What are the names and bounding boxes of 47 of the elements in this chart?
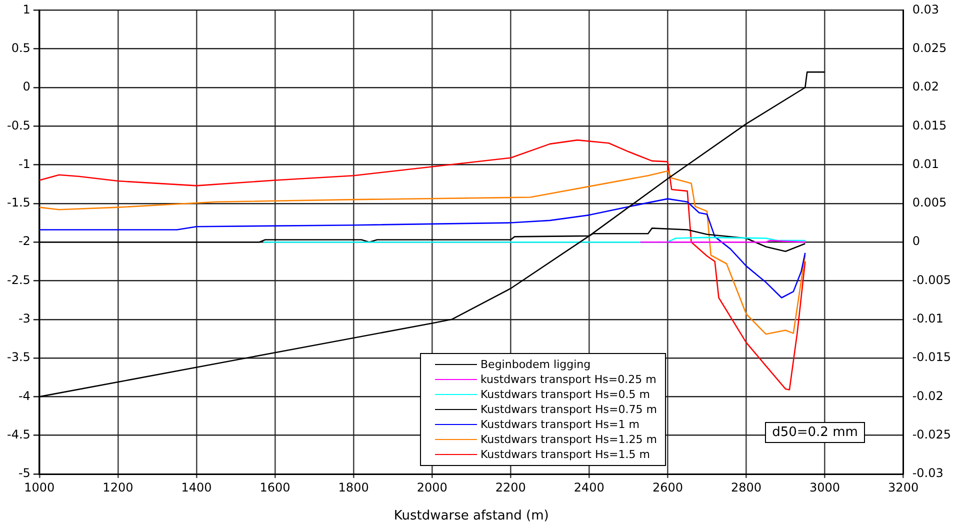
x-tick-label: 2600 bbox=[652, 480, 683, 494]
x-tick-label: 2400 bbox=[574, 480, 604, 494]
y2-tick-label: 0.02 bbox=[912, 80, 940, 94]
x-tick-label: 1200 bbox=[102, 480, 134, 494]
legend-label: Kustdwars transport Hs=1 m bbox=[480, 417, 640, 432]
x-tick-label: 1400 bbox=[181, 480, 212, 494]
y2-tick-label: 0.025 bbox=[912, 40, 947, 55]
y-tick-label: -3.5 bbox=[6, 350, 30, 364]
y-tick-label: 0 bbox=[22, 80, 30, 94]
y2-tick-label: 0.03 bbox=[912, 2, 940, 16]
y2-tick-label: -0.03 bbox=[912, 466, 944, 480]
x-tick-label: 3000 bbox=[810, 480, 840, 494]
x-axis-title: Kustdwarse afstand (m) bbox=[394, 508, 549, 524]
y-tick-label: -5 bbox=[18, 466, 30, 480]
legend-label: kustdwars transport Hs=0.25 m bbox=[480, 372, 656, 387]
y2-tick-label: 0 bbox=[912, 234, 920, 248]
y2-tick-label: -0.01 bbox=[912, 312, 944, 326]
legend-label: Kustdwars transport Hs=1.25 m bbox=[480, 432, 657, 447]
legend-label: Beginbodem ligging bbox=[480, 357, 591, 372]
y2-tick-label: -0.02 bbox=[912, 388, 944, 403]
y-tick-label: -2.5 bbox=[6, 272, 30, 287]
legend-label: Kustdwars transport Hs=1.5 m bbox=[480, 447, 650, 462]
y-tick-label: 1 bbox=[22, 2, 30, 16]
x-tick-label: 2800 bbox=[730, 480, 762, 494]
x-tick-label: 1000 bbox=[24, 480, 55, 494]
y2-tick-label: 0.01 bbox=[912, 156, 940, 171]
x-tick-label: 2000 bbox=[416, 480, 448, 494]
x-tick-label: 2200 bbox=[495, 480, 526, 494]
legend-label: Kustdwars transport Hs=0.75 m bbox=[480, 402, 657, 417]
x-tick-label: 1600 bbox=[260, 480, 290, 494]
x-tick-label: 3200 bbox=[888, 480, 919, 494]
y-tick-label: -4 bbox=[18, 388, 30, 403]
y-tick-label: 0.5 bbox=[11, 40, 30, 55]
y2-tick-label: -0.015 bbox=[912, 350, 952, 364]
y-tick-label: -1 bbox=[18, 156, 30, 171]
y-tick-label: -2 bbox=[18, 234, 30, 248]
legend-label: Kustdwars transport Hs=0.5 m bbox=[480, 387, 650, 402]
y-tick-label: -3 bbox=[18, 312, 30, 326]
y-tick-label: -0.5 bbox=[6, 118, 30, 132]
y2-tick-label: -0.005 bbox=[912, 272, 952, 287]
y2-tick-label: 0.005 bbox=[912, 196, 947, 210]
x-tick-label: 1800 bbox=[338, 480, 369, 494]
y-tick-label: -4.5 bbox=[6, 427, 30, 442]
y2-tick-label: -0.025 bbox=[912, 427, 952, 442]
y-tick-label: -1.5 bbox=[6, 196, 30, 210]
annotation: d50=0.2 mm bbox=[765, 422, 865, 443]
y2-tick-label: 0.015 bbox=[912, 118, 947, 132]
